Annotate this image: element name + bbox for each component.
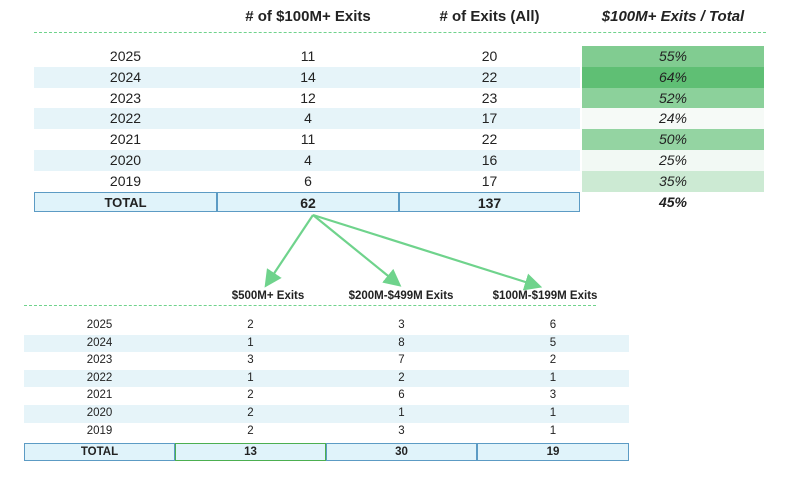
exits-100m-cell: 14 (300, 68, 316, 85)
exits-100m-cell: 6 (549, 319, 557, 331)
table-row: 2021 11 22 50% (34, 129, 766, 150)
arrow-to-500m (264, 214, 314, 288)
table-row: 2022 1 2 1 (24, 369, 629, 388)
exits-all-cell: 22 (481, 68, 498, 85)
total-all-exits: 137 (399, 191, 580, 213)
ratio-cell: 35% (582, 170, 764, 192)
exits-500m-cell: 2 (247, 406, 254, 419)
top-dashed-divider (34, 32, 766, 33)
header-500m-exits: $500M+ Exits (231, 290, 305, 302)
total-500m-exits: 13 (175, 443, 326, 461)
total-row: TOTAL 62 137 45% (34, 191, 766, 213)
exits-all-cell: 23 (481, 89, 498, 106)
table-row: 2019 2 3 1 (24, 423, 629, 441)
exits-200m-cell: 8 (398, 336, 405, 349)
year-cell: 2019 (109, 172, 142, 189)
exits-100m-cell: 5 (549, 336, 557, 349)
table-row: 2021 2 6 3 (24, 387, 629, 405)
ratio-cell: 25% (582, 149, 764, 171)
exits-200m-cell: 3 (398, 319, 405, 331)
ratio-cell: 52% (582, 87, 764, 109)
table-row: 2024 14 22 64% (34, 66, 766, 88)
table-row: 2022 4 17 24% (34, 108, 766, 130)
ratio-cell: 64% (582, 66, 764, 88)
exits-100m-cell: 2 (549, 354, 557, 367)
exits-200m-cell: 7 (398, 354, 405, 367)
arrow-to-200m (312, 214, 402, 287)
table-row: 2023 12 23 52% (34, 87, 766, 109)
ratio-cell: 50% (582, 129, 764, 150)
bottom-table-header: $500M+ Exits $200M-$499M Exits $100M-$19… (0, 290, 809, 306)
total-100m-199m-exits: 19 (477, 443, 629, 461)
table-row: 2025 2 3 6 (24, 317, 629, 335)
year-cell: 2021 (86, 389, 113, 402)
exits-all-cell: 17 (481, 172, 498, 189)
row-band (34, 149, 580, 171)
exits-all-cell: 20 (481, 48, 498, 64)
year-cell: 2020 (109, 151, 142, 168)
exits-200m-cell: 3 (398, 424, 405, 437)
arrow-to-100m (312, 213, 543, 291)
year-cell: 2022 (109, 110, 142, 127)
exits-100m-cell: 1 (549, 371, 557, 384)
exits-500m-cell: 2 (247, 424, 254, 437)
year-cell: 2020 (86, 406, 113, 419)
total-100m-exits: 62 (217, 191, 399, 213)
exits-100m-cell: 11 (300, 131, 316, 148)
exits-500m-cell: 1 (247, 336, 254, 349)
exits-100m-cell: 3 (549, 389, 557, 402)
header-200m-exits: $200M-$499M Exits (348, 290, 454, 302)
header-ratio: $100M+ Exits / Total (601, 8, 745, 25)
exits-200m-cell: 6 (398, 389, 405, 402)
exits-200m-cell: 1 (398, 406, 405, 419)
year-cell: 2025 (86, 319, 113, 331)
year-cell: 2024 (86, 336, 113, 349)
top-exits-table: 2025 11 20 55% 2024 14 22 64% 2023 12 23… (34, 46, 766, 213)
year-cell: 2019 (86, 424, 113, 437)
table-row: 2024 1 8 5 (24, 334, 629, 353)
exits-100m-cell: 1 (549, 406, 557, 419)
exits-100m-cell: 6 (304, 172, 312, 189)
year-cell: 2021 (109, 131, 142, 148)
exits-all-cell: 16 (481, 151, 498, 168)
exits-100m-cell: 4 (304, 151, 312, 168)
table-row: 2025 11 20 55% (34, 46, 766, 67)
exits-100m-cell: 11 (300, 48, 316, 64)
exits-500m-cell: 2 (247, 319, 254, 331)
total-label: TOTAL (24, 443, 175, 461)
row-band (34, 66, 580, 88)
exits-200m-cell: 2 (398, 371, 405, 384)
year-cell: 2022 (86, 371, 113, 384)
table-row: 2019 6 17 35% (34, 170, 766, 192)
ratio-cell: 55% (582, 46, 764, 67)
header-100m-exits: # of $100M+ Exits (245, 8, 371, 25)
year-cell: 2025 (109, 48, 142, 64)
exits-500m-cell: 3 (247, 354, 254, 367)
total-row: TOTAL 13 30 19 (24, 443, 629, 461)
exits-100m-cell: 1 (549, 424, 557, 437)
header-all-exits: # of Exits (All) (439, 8, 540, 25)
row-band (34, 108, 580, 130)
exits-100m-cell: 4 (304, 110, 312, 127)
exits-500m-cell: 1 (247, 371, 254, 384)
bottom-dashed-divider (24, 305, 596, 306)
exits-all-cell: 22 (481, 131, 498, 148)
exits-100m-cell: 12 (300, 89, 316, 106)
exits-all-cell: 17 (481, 110, 498, 127)
table-row: 2020 2 1 1 (24, 404, 629, 423)
total-ratio: 45% (658, 193, 688, 210)
total-label: TOTAL (34, 191, 217, 213)
header-100m-199m-exits: $100M-$199M Exits (492, 290, 598, 302)
exits-500m-cell: 2 (247, 389, 254, 402)
year-cell: 2023 (109, 89, 142, 106)
year-cell: 2024 (109, 68, 142, 85)
bottom-breakdown-table: 2025 2 3 6 2024 1 8 5 2023 3 7 2 2022 1 … (24, 317, 629, 461)
table-row: 2020 4 16 25% (34, 149, 766, 171)
total-200m-exits: 30 (326, 443, 477, 461)
top-table-header: # of $100M+ Exits # of Exits (All) $100M… (0, 8, 809, 32)
year-cell: 2023 (86, 354, 113, 367)
table-row: 2023 3 7 2 (24, 352, 629, 370)
ratio-cell: 24% (582, 108, 764, 130)
